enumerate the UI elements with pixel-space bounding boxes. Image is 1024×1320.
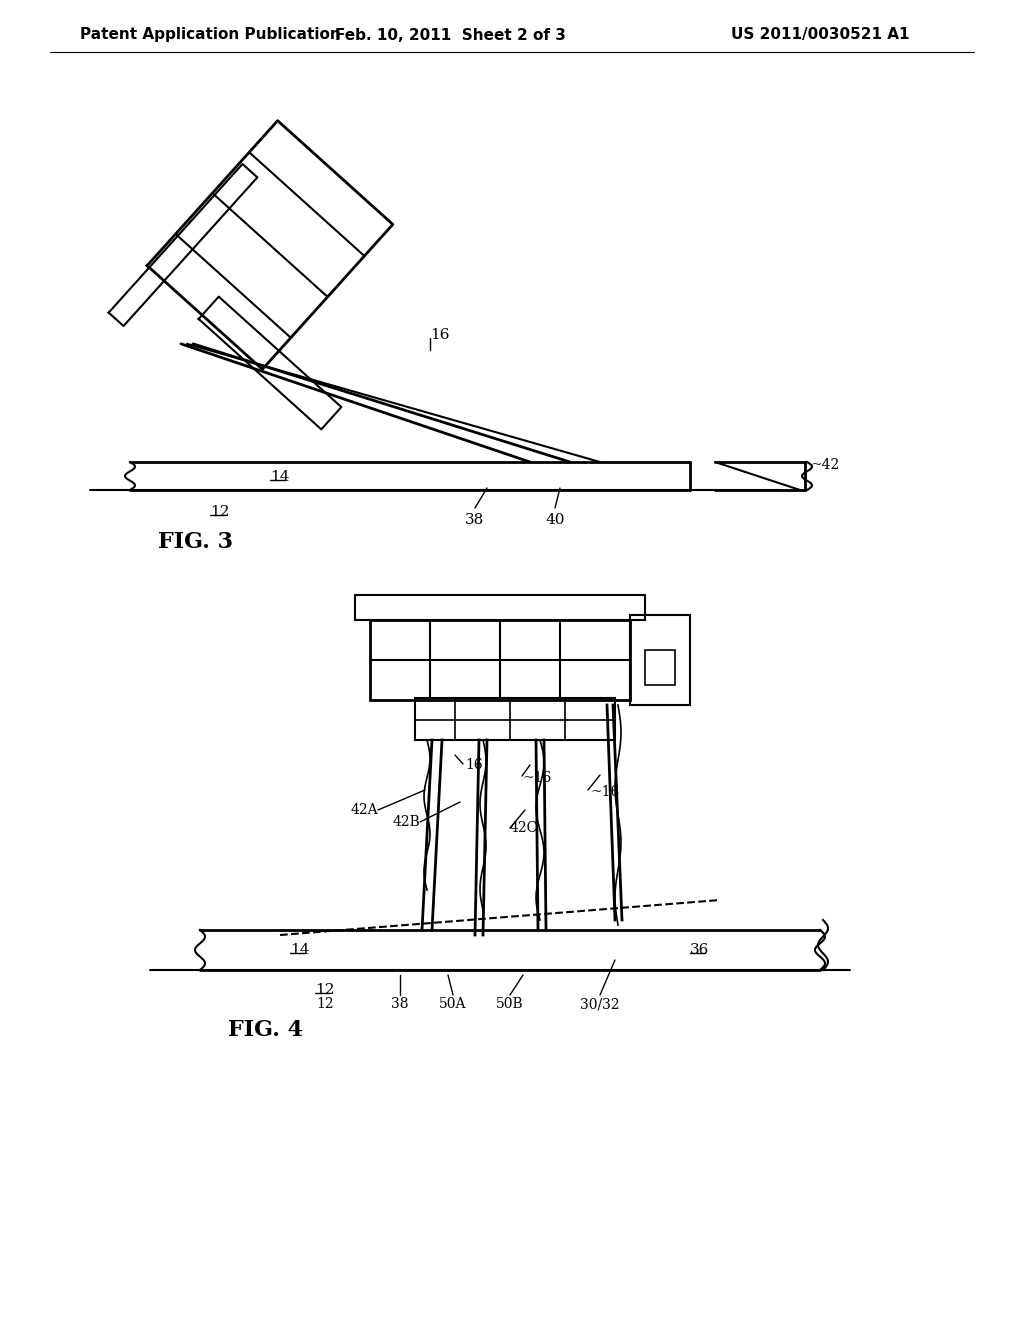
Text: 16: 16 xyxy=(430,327,450,342)
Text: 38: 38 xyxy=(391,997,409,1011)
Text: 50B: 50B xyxy=(497,997,524,1011)
Text: ~16: ~16 xyxy=(590,785,620,799)
Text: 12: 12 xyxy=(316,997,334,1011)
Text: FIG. 4: FIG. 4 xyxy=(227,1019,302,1041)
Text: ~16: ~16 xyxy=(522,771,551,785)
Text: 12: 12 xyxy=(210,506,229,519)
Text: 40: 40 xyxy=(545,513,565,527)
Bar xyxy=(355,595,645,620)
Text: FIG. 3: FIG. 3 xyxy=(158,531,232,553)
Text: 14: 14 xyxy=(270,470,290,484)
Text: Patent Application Publication: Patent Application Publication xyxy=(80,28,341,42)
Bar xyxy=(415,698,615,741)
Text: 30/32: 30/32 xyxy=(581,997,620,1011)
Text: ~42: ~42 xyxy=(810,458,840,473)
Text: US 2011/0030521 A1: US 2011/0030521 A1 xyxy=(731,28,909,42)
Text: 36: 36 xyxy=(690,942,710,957)
Bar xyxy=(645,649,675,685)
Bar xyxy=(630,615,690,705)
Bar xyxy=(370,620,630,700)
Text: 42C: 42C xyxy=(510,821,539,836)
Text: 42A: 42A xyxy=(350,803,378,817)
Text: 12: 12 xyxy=(315,983,335,997)
Text: 16: 16 xyxy=(465,758,482,772)
Text: 50A: 50A xyxy=(439,997,467,1011)
Text: 42B: 42B xyxy=(392,814,420,829)
Text: 14: 14 xyxy=(290,942,309,957)
Text: 38: 38 xyxy=(465,513,484,527)
Text: Feb. 10, 2011  Sheet 2 of 3: Feb. 10, 2011 Sheet 2 of 3 xyxy=(335,28,565,42)
